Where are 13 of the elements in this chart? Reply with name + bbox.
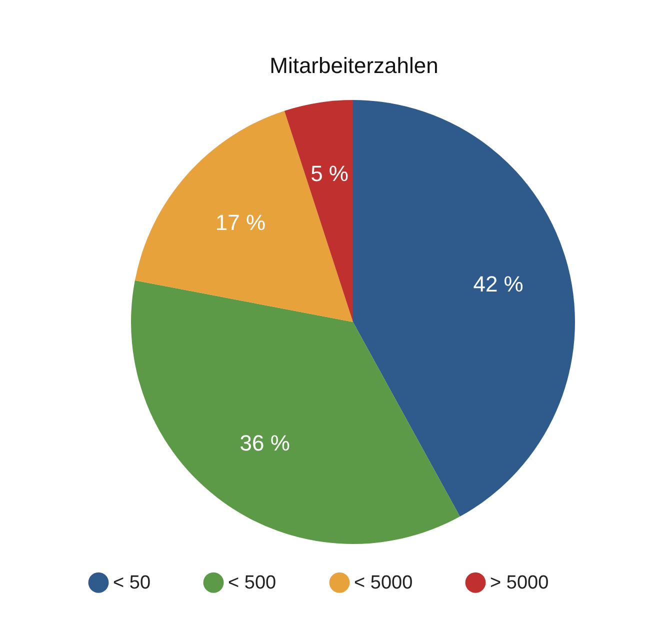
pie-slice [353, 100, 575, 517]
data-label: 17 % [215, 210, 266, 235]
pie-slice [134, 110, 353, 322]
data-label: 42 % [473, 272, 524, 297]
data-label: 36 % [240, 430, 290, 456]
data-label: 5 % [310, 160, 348, 186]
legend-label: < 50 [113, 572, 151, 594]
pie-slice [131, 280, 460, 544]
pie-slice [284, 100, 353, 322]
legend-label: < 500 [228, 572, 276, 594]
legend-label: < 5000 [354, 572, 413, 594]
chart-title: Mitarbeiterzahlen [270, 53, 438, 78]
legend-label: > 5000 [490, 572, 549, 594]
